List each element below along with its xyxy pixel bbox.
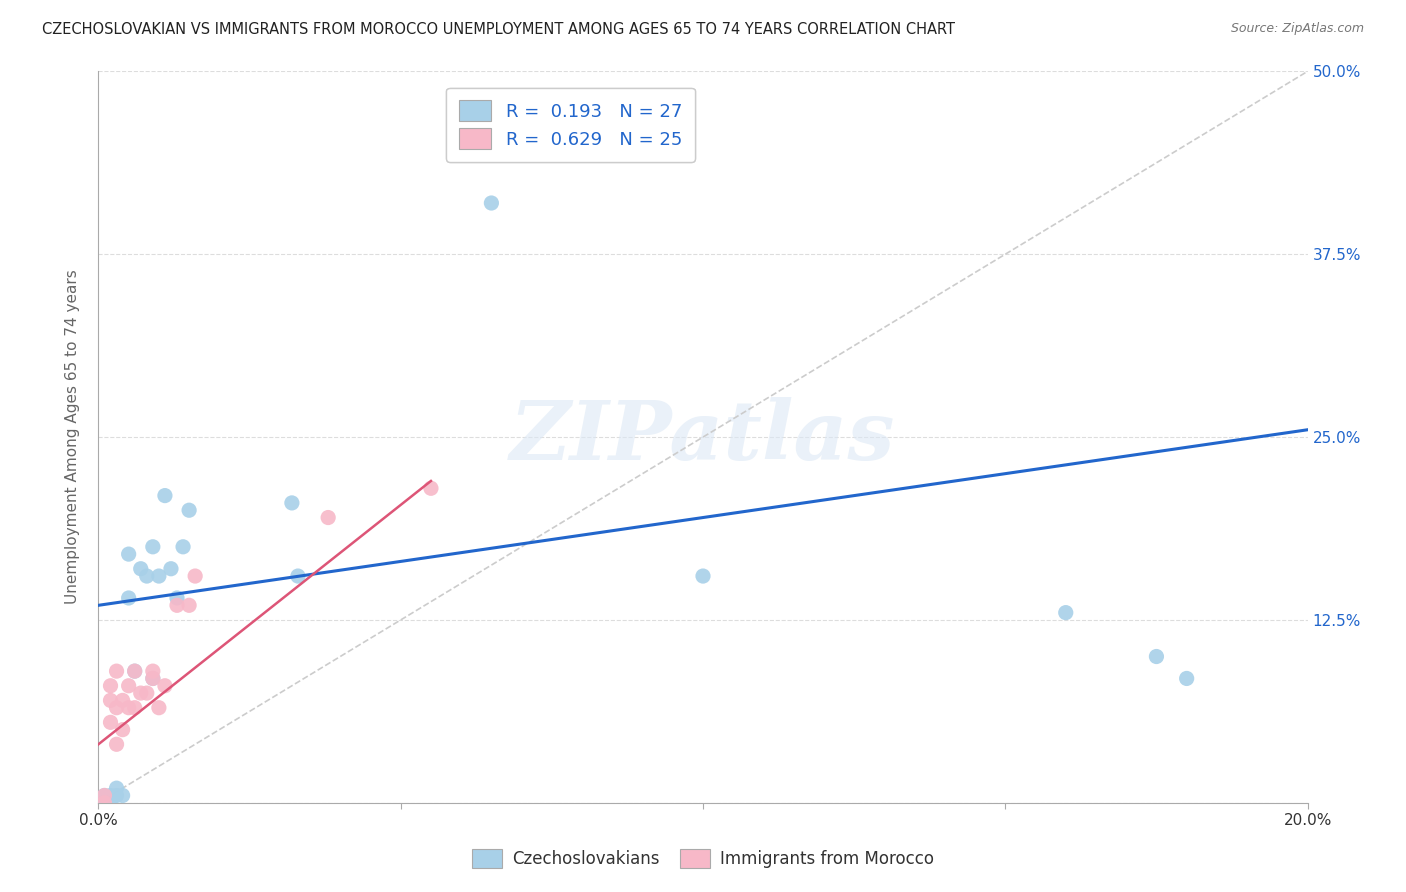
Point xyxy=(281,496,304,510)
Point xyxy=(100,715,122,730)
Point xyxy=(166,591,188,605)
Point xyxy=(118,547,141,561)
Point xyxy=(160,562,183,576)
Point xyxy=(105,789,128,803)
Point xyxy=(100,796,122,810)
Point xyxy=(184,569,207,583)
Point xyxy=(172,540,194,554)
Point xyxy=(93,789,115,803)
Point xyxy=(100,679,122,693)
Point xyxy=(148,569,170,583)
Point xyxy=(481,196,503,211)
Point xyxy=(1175,672,1198,686)
Point xyxy=(105,664,128,678)
Point xyxy=(1144,649,1167,664)
Point xyxy=(124,664,146,678)
Point xyxy=(142,672,165,686)
Y-axis label: Unemployment Among Ages 65 to 74 years: Unemployment Among Ages 65 to 74 years xyxy=(65,269,80,605)
Point xyxy=(142,664,165,678)
Point xyxy=(111,789,134,803)
Point xyxy=(135,569,157,583)
Point xyxy=(179,503,201,517)
Point xyxy=(93,789,115,803)
Point xyxy=(105,781,128,796)
Point xyxy=(1054,606,1077,620)
Point xyxy=(148,700,170,714)
Legend: Czechoslovakians, Immigrants from Morocco: Czechoslovakians, Immigrants from Morocc… xyxy=(465,842,941,875)
Point xyxy=(129,686,152,700)
Point xyxy=(153,679,176,693)
Text: Source: ZipAtlas.com: Source: ZipAtlas.com xyxy=(1230,22,1364,36)
Point xyxy=(129,562,152,576)
Legend: R =  0.193   N = 27, R =  0.629   N = 25: R = 0.193 N = 27, R = 0.629 N = 25 xyxy=(446,87,695,162)
Point xyxy=(118,700,141,714)
Point xyxy=(287,569,309,583)
Point xyxy=(692,569,714,583)
Point xyxy=(118,679,141,693)
Point xyxy=(166,599,188,613)
Point xyxy=(124,700,146,714)
Point xyxy=(142,540,165,554)
Point xyxy=(93,791,115,805)
Text: ZIPatlas: ZIPatlas xyxy=(510,397,896,477)
Point xyxy=(135,686,157,700)
Point xyxy=(316,510,339,524)
Point xyxy=(111,693,134,707)
Point xyxy=(100,789,122,803)
Point xyxy=(105,700,128,714)
Point xyxy=(179,599,201,613)
Point xyxy=(124,664,146,678)
Point xyxy=(100,693,122,707)
Point xyxy=(93,796,115,810)
Point xyxy=(420,481,443,495)
Point xyxy=(142,672,165,686)
Point xyxy=(118,591,141,605)
Point xyxy=(111,723,134,737)
Point xyxy=(153,489,176,503)
Text: CZECHOSLOVAKIAN VS IMMIGRANTS FROM MOROCCO UNEMPLOYMENT AMONG AGES 65 TO 74 YEAR: CZECHOSLOVAKIAN VS IMMIGRANTS FROM MOROC… xyxy=(42,22,955,37)
Point xyxy=(105,737,128,751)
